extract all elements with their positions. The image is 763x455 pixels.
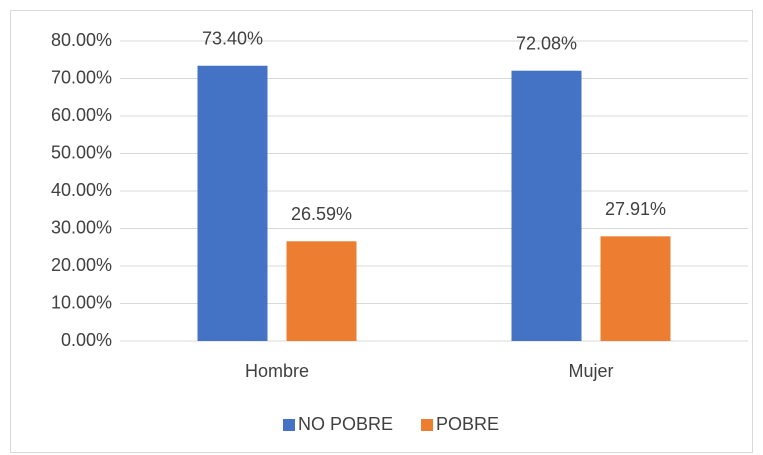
bar (197, 65, 268, 341)
y-tick-label: 0.00% (61, 330, 112, 350)
legend-swatch (421, 419, 434, 431)
bar (600, 236, 671, 341)
bar (511, 70, 582, 341)
y-tick-label: 40.00% (51, 180, 112, 200)
chart-border (10, 10, 753, 453)
x-tick-label: Hombre (245, 361, 309, 381)
y-tick-label: 80.00% (51, 30, 112, 50)
y-tick-label: 60.00% (51, 105, 112, 125)
bar (286, 241, 357, 341)
legend-label: POBRE (436, 414, 499, 434)
data-label: 73.40% (202, 29, 263, 49)
legend-swatch (283, 419, 295, 431)
y-tick-label: 10.00% (51, 292, 112, 312)
data-label: 72.08% (516, 33, 577, 53)
y-tick-label: 70.00% (51, 67, 112, 87)
x-tick-label: Mujer (568, 361, 613, 381)
data-label: 27.91% (605, 199, 666, 219)
y-tick-label: 20.00% (51, 255, 112, 275)
y-tick-label: 30.00% (51, 217, 112, 237)
y-tick-label: 50.00% (51, 142, 112, 162)
legend-label: NO POBRE (298, 414, 393, 434)
data-label: 26.59% (291, 204, 352, 224)
